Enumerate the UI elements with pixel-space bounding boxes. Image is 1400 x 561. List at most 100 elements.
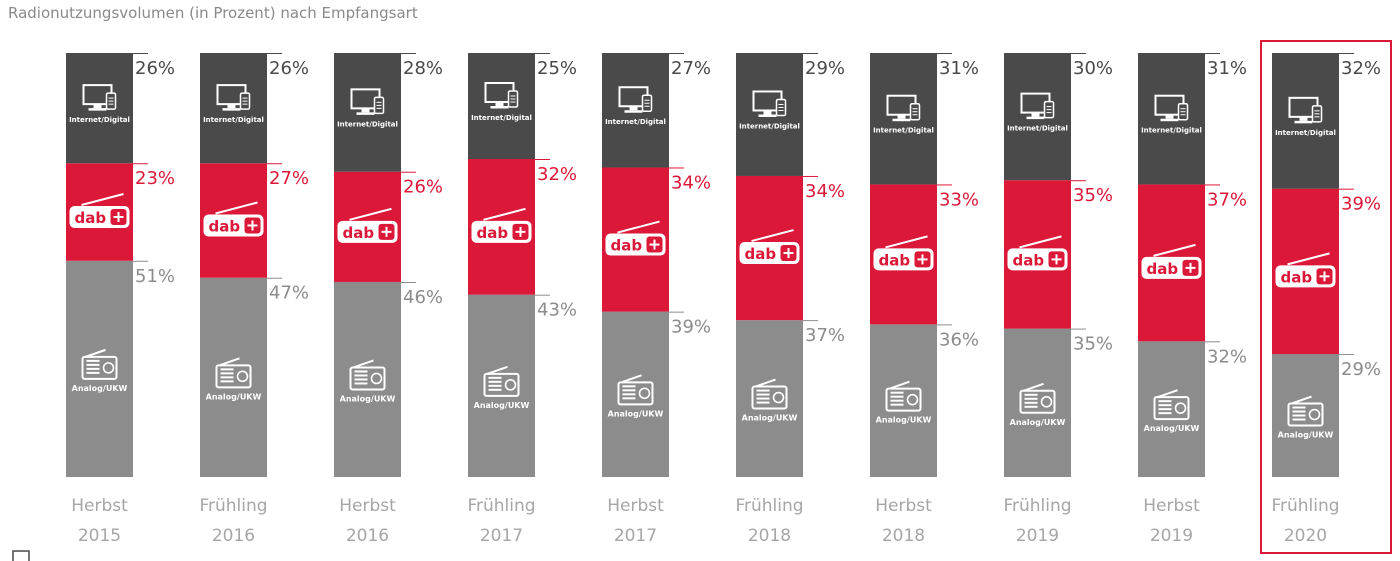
analog-label-4: Analog/UKW xyxy=(608,409,664,418)
computer-icon xyxy=(886,94,921,122)
value-label-2-1: 26% xyxy=(269,58,309,79)
radio-icon xyxy=(1153,389,1190,421)
value-label-1-4: 34% xyxy=(671,172,711,193)
radio-icon xyxy=(617,374,654,406)
svg-text:dab: dab xyxy=(745,245,777,263)
computer-icon xyxy=(618,86,653,113)
computer-icon xyxy=(1154,94,1189,122)
category-label-1: Frühling xyxy=(199,496,267,516)
category-label-5: Frühling xyxy=(735,496,803,516)
value-label-2-2: 28% xyxy=(403,58,443,79)
dab-logo-icon: dab xyxy=(337,207,398,243)
value-label-2-5: 29% xyxy=(805,58,845,79)
computer-icon xyxy=(82,84,117,111)
internet-label-9: Internet/Digital xyxy=(1275,129,1336,137)
value-label-1-9: 39% xyxy=(1341,194,1381,215)
svg-text:dab: dab xyxy=(611,237,643,255)
radio-icon xyxy=(215,357,252,389)
analog-label-0: Analog/UKW xyxy=(72,384,128,393)
dab-logo-icon: dab xyxy=(471,207,532,243)
svg-text:dab: dab xyxy=(1147,260,1179,278)
analog-label-3: Analog/UKW xyxy=(474,401,530,410)
analog-label-7: Analog/UKW xyxy=(1010,418,1066,427)
value-label-1-3: 32% xyxy=(537,164,577,185)
internet-label-3: Internet/Digital xyxy=(471,114,532,122)
value-label-1-0: 23% xyxy=(135,168,175,189)
internet-label-7: Internet/Digital xyxy=(1007,125,1068,133)
analog-label-6: Analog/UKW xyxy=(876,416,932,425)
radio-icon xyxy=(1019,382,1056,414)
svg-text:dab: dab xyxy=(75,209,107,227)
internet-label-5: Internet/Digital xyxy=(739,122,800,130)
dab-logo-icon: dab xyxy=(1141,243,1202,279)
dab-logo-icon: dab xyxy=(69,193,130,228)
dab-logo-icon: dab xyxy=(1007,235,1068,271)
radio-icon xyxy=(349,359,386,391)
computer-icon xyxy=(752,90,787,117)
category-label-0: Herbst xyxy=(71,496,128,516)
value-label-2-3: 25% xyxy=(537,58,577,79)
category-year-5: 2018 xyxy=(748,526,791,546)
computer-icon xyxy=(484,82,519,109)
category-year-4: 2017 xyxy=(614,526,657,546)
value-label-0-5: 37% xyxy=(805,325,845,346)
value-label-0-0: 51% xyxy=(135,266,175,287)
category-label-3: Frühling xyxy=(467,496,535,516)
category-year-0: 2015 xyxy=(78,526,121,546)
category-year-6: 2018 xyxy=(882,526,925,546)
category-year-1: 2016 xyxy=(212,526,255,546)
analog-label-2: Analog/UKW xyxy=(340,394,396,403)
value-label-1-1: 27% xyxy=(269,168,309,189)
value-label-1-8: 37% xyxy=(1207,189,1247,210)
value-label-2-6: 31% xyxy=(939,58,979,79)
svg-text:dab: dab xyxy=(1013,251,1045,269)
legend-swatch xyxy=(12,550,30,561)
category-label-4: Herbst xyxy=(607,496,664,516)
category-label-2: Herbst xyxy=(339,496,396,516)
highlight-box xyxy=(1260,40,1392,554)
category-label-9: Frühling xyxy=(1271,496,1339,516)
category-label-7: Frühling xyxy=(1003,496,1071,516)
category-year-2: 2016 xyxy=(346,526,389,546)
value-label-2-8: 31% xyxy=(1207,58,1247,79)
radio-icon xyxy=(751,378,788,410)
radio-icon xyxy=(1287,395,1324,427)
category-year-3: 2017 xyxy=(480,526,523,546)
value-label-0-6: 36% xyxy=(939,329,979,350)
internet-label-8: Internet/Digital xyxy=(1141,127,1202,135)
chart-title: Radionutzungsvolumen (in Prozent) nach E… xyxy=(8,4,418,22)
value-label-2-9: 32% xyxy=(1341,58,1381,79)
value-label-0-8: 32% xyxy=(1207,346,1247,367)
svg-text:dab: dab xyxy=(477,224,509,242)
internet-label-6: Internet/Digital xyxy=(873,127,934,135)
computer-icon xyxy=(1288,96,1323,124)
analog-label-8: Analog/UKW xyxy=(1144,424,1200,433)
analog-label-5: Analog/UKW xyxy=(742,414,798,423)
svg-text:dab: dab xyxy=(343,224,375,242)
category-year-9: 2020 xyxy=(1284,526,1327,546)
value-label-1-6: 33% xyxy=(939,189,979,210)
computer-icon xyxy=(350,88,385,115)
value-label-0-1: 47% xyxy=(269,283,309,304)
analog-label-1: Analog/UKW xyxy=(206,392,262,401)
internet-label-1: Internet/Digital xyxy=(203,116,264,124)
internet-label-4: Internet/Digital xyxy=(605,118,666,126)
dab-logo-icon: dab xyxy=(605,220,666,256)
svg-text:dab: dab xyxy=(1281,268,1313,286)
value-label-2-7: 30% xyxy=(1073,58,1113,79)
radio-icon xyxy=(885,380,922,412)
value-label-0-2: 46% xyxy=(403,287,443,308)
analog-label-9: Analog/UKW xyxy=(1278,431,1334,440)
dab-logo-icon: dab xyxy=(739,229,800,265)
radio-icon xyxy=(483,365,520,397)
value-label-1-5: 34% xyxy=(805,181,845,202)
internet-label-2: Internet/Digital xyxy=(337,120,398,128)
internet-label-0: Internet/Digital xyxy=(69,116,130,124)
dab-logo-icon: dab xyxy=(873,235,934,271)
value-label-1-2: 26% xyxy=(403,177,443,198)
computer-icon xyxy=(1020,92,1055,120)
category-year-7: 2019 xyxy=(1016,526,1059,546)
category-year-8: 2019 xyxy=(1150,526,1193,546)
radio-icon xyxy=(81,348,118,380)
